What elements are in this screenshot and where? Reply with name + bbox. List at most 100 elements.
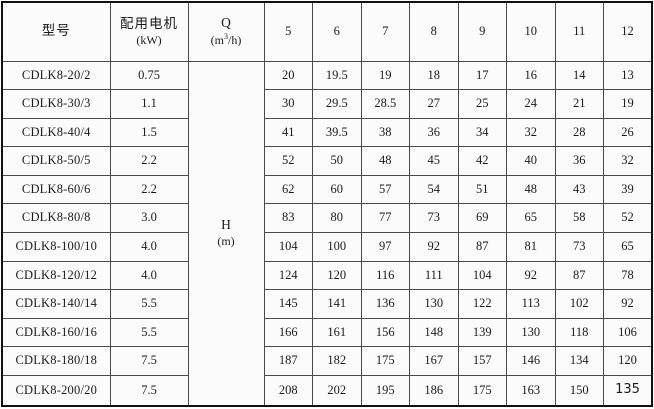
cell-motor-power: 5.5 [109, 289, 189, 319]
cell-model: CDLK8-30/3 [1, 89, 111, 119]
cell-motor-power: 1.1 [109, 89, 189, 119]
cell-head: 167 [409, 346, 459, 376]
cell-head: 51 [457, 174, 507, 205]
table-row: CDLK8-100/10 4.0 104 100 97 92 87 81 73 65 [1, 232, 653, 262]
header-flow-8: 8 [409, 1, 459, 62]
cell-model: CDLK8-100/10 [1, 232, 111, 262]
cell-model: CDLK8-180/18 [1, 346, 111, 376]
header-model: 型号 [1, 1, 111, 62]
cell-head: 113 [506, 289, 556, 319]
cell-head: 48 [506, 174, 556, 205]
cell-motor-power: 7.5 [109, 374, 189, 407]
cell-head: 116 [360, 260, 410, 291]
table-row: CDLK8-30/3 1.1 30 29.5 28.5 27 25 24 21 19 [1, 89, 653, 119]
header-flow-11: 11 [554, 1, 604, 62]
cell-head: 146 [506, 346, 556, 376]
cell-head: 58 [554, 203, 604, 234]
cell-head: 57 [360, 174, 410, 205]
cell-head: 41 [263, 117, 313, 148]
cell-head: 73 [409, 203, 459, 234]
cell-head: 195 [360, 374, 410, 407]
cell-head: 16 [506, 60, 556, 91]
cell-head: 187 [263, 346, 313, 376]
cell-motor-power: 1.5 [109, 117, 189, 148]
header-flow-5: 5 [263, 1, 313, 62]
table-row: CDLK8-80/8 3.0 83 80 77 73 69 65 58 52 [1, 203, 653, 234]
cell-head: 141 [312, 289, 362, 319]
cell-motor-power: 4.0 [109, 232, 189, 262]
cell-head: 87 [554, 260, 604, 291]
cell-head: 36 [554, 146, 604, 176]
cell-head: 34 [457, 117, 507, 148]
cell-model: CDLK8-140/14 [1, 289, 111, 319]
cell-model: CDLK8-160/16 [1, 317, 111, 348]
cell-head: 30 [263, 89, 313, 119]
cell-head: 13 [603, 60, 653, 91]
cell-head: 38 [360, 117, 410, 148]
cell-head: 14 [554, 60, 604, 91]
cell-head: 175 [360, 346, 410, 376]
cell-head: 27 [409, 89, 459, 119]
cell-motor-power: 0.75 [109, 60, 189, 91]
cell-head: 120 [603, 346, 653, 376]
cell-head: 208 [263, 374, 313, 407]
cell-model: CDLK8-20/2 [1, 60, 111, 91]
cell-head: 17 [457, 60, 507, 91]
header-motor-power-label: 配用电机 [120, 15, 178, 32]
cell-head: 139 [457, 317, 507, 348]
cell-motor-power: 7.5 [109, 346, 189, 376]
cell-head: 148 [409, 317, 459, 348]
cell-head: 120 [312, 260, 362, 291]
cell-head: 32 [506, 117, 556, 148]
table-row: CDLK8-180/18 7.5 187 182 175 167 157 146 134 120 [1, 346, 653, 376]
cell-head: 43 [554, 174, 604, 205]
cell-motor-power: 4.0 [109, 260, 189, 291]
cell-head: 83 [263, 203, 313, 234]
cell-head: 150 [554, 374, 604, 407]
cell-head: 92 [409, 232, 459, 262]
cell-head: 65 [506, 203, 556, 234]
header-model-label: 型号 [41, 23, 71, 40]
cell-head: 130 [409, 289, 459, 319]
cell-head: 42 [457, 146, 507, 176]
header-flow-7: 7 [360, 1, 410, 62]
header-flow-6: 6 [312, 1, 362, 62]
header-flow-rate: Q (m3/h) [187, 1, 265, 62]
cell-head: 52 [263, 146, 313, 176]
table-row: CDLK8-50/5 2.2 52 50 48 45 42 40 36 32 [1, 146, 653, 176]
cell-head: 92 [603, 289, 653, 319]
cell-head: 102 [554, 289, 604, 319]
cell-head: 134 [554, 346, 604, 376]
header-flow-9: 9 [457, 1, 507, 62]
header-flow-unit: (m3/h) [210, 32, 242, 48]
cell-head: 163 [506, 374, 556, 407]
header-flow-10: 10 [506, 1, 556, 62]
cell-head: 65 [603, 232, 653, 262]
cell-model: CDLK8-120/12 [1, 260, 111, 291]
cell-head: 39 [603, 174, 653, 205]
cell-model: CDLK8-50/5 [1, 146, 111, 176]
cell-head: 40 [506, 146, 556, 176]
cell-model: CDLK8-40/4 [1, 117, 111, 148]
cell-head: 122 [457, 289, 507, 319]
cell-head: 81 [506, 232, 556, 262]
table-row: CDLK8-20/2 0.75 H (m) 20 19.5 19 18 17 16 14 13 [1, 60, 653, 407]
cell-head: 104 [457, 260, 507, 291]
table-row: CDLK8-120/12 4.0 124 120 116 111 104 92 87 78 [1, 260, 653, 291]
cell-head: 161 [312, 317, 362, 348]
cell-head: 135 [603, 374, 653, 407]
cell-head: 136 [360, 289, 410, 319]
table-row: CDLK8-60/6 2.2 62 60 57 54 51 48 43 39 [1, 174, 653, 205]
cell-model: CDLK8-80/8 [1, 203, 111, 234]
cell-head: 124 [263, 260, 313, 291]
cell-head-label: H (m) [187, 60, 265, 407]
cell-head: 78 [603, 260, 653, 291]
cell-head: 111 [409, 260, 459, 291]
cell-head: 60 [312, 174, 362, 205]
cell-head: 156 [360, 317, 410, 348]
cell-motor-power: 3.0 [109, 203, 189, 234]
cell-head: 19 [603, 89, 653, 119]
cell-head: 104 [263, 232, 313, 262]
cell-head: 19.5 [312, 60, 362, 91]
cell-head: 19 [360, 60, 410, 91]
